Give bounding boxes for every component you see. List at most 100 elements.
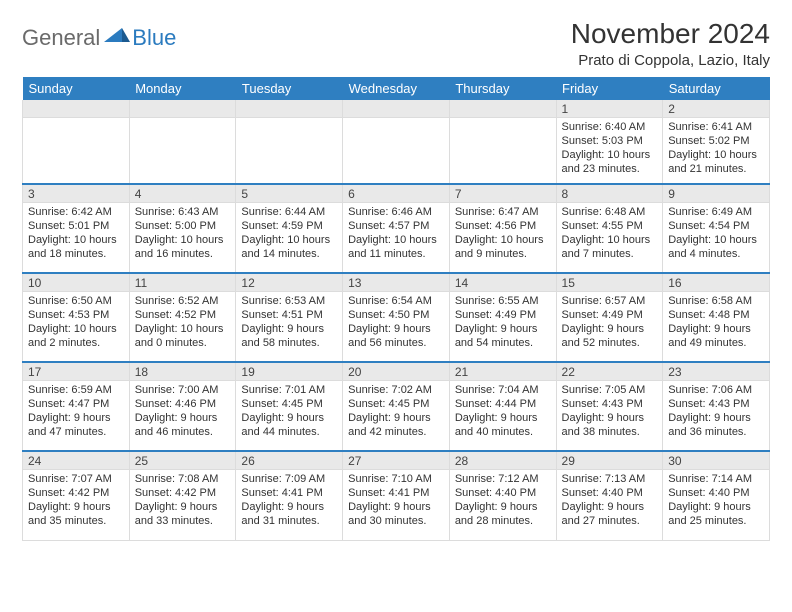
day-details: Sunrise: 7:00 AMSunset: 4:46 PMDaylight:… bbox=[130, 381, 236, 441]
daylight-text-1: Daylight: 10 hours bbox=[28, 233, 124, 247]
calendar-day-cell: 15Sunrise: 6:57 AMSunset: 4:49 PMDayligh… bbox=[556, 273, 663, 362]
calendar-day-cell: 30Sunrise: 7:14 AMSunset: 4:40 PMDayligh… bbox=[663, 451, 770, 540]
calendar-day-cell: 9Sunrise: 6:49 AMSunset: 4:54 PMDaylight… bbox=[663, 184, 770, 273]
sunrise-text: Sunrise: 7:06 AM bbox=[668, 383, 764, 397]
sunrise-text: Sunrise: 7:08 AM bbox=[135, 472, 231, 486]
header: General Blue November 2024 Prato di Copp… bbox=[22, 18, 770, 69]
day-number: 27 bbox=[343, 452, 449, 470]
daylight-text-2: and 28 minutes. bbox=[455, 514, 551, 528]
calendar-day-cell: 29Sunrise: 7:13 AMSunset: 4:40 PMDayligh… bbox=[556, 451, 663, 540]
sunset-text: Sunset: 4:57 PM bbox=[348, 219, 444, 233]
day-details: Sunrise: 7:13 AMSunset: 4:40 PMDaylight:… bbox=[557, 470, 663, 530]
day-details: Sunrise: 6:44 AMSunset: 4:59 PMDaylight:… bbox=[236, 203, 342, 263]
daylight-text-1: Daylight: 9 hours bbox=[455, 322, 551, 336]
sunrise-text: Sunrise: 7:01 AM bbox=[241, 383, 337, 397]
sunset-text: Sunset: 4:40 PM bbox=[668, 486, 764, 500]
daylight-text-1: Daylight: 10 hours bbox=[135, 322, 231, 336]
daylight-text-1: Daylight: 9 hours bbox=[668, 411, 764, 425]
day-number: 7 bbox=[450, 185, 556, 203]
calendar-empty-cell bbox=[449, 100, 556, 184]
calendar-week-row: 1Sunrise: 6:40 AMSunset: 5:03 PMDaylight… bbox=[23, 100, 770, 184]
sunset-text: Sunset: 4:46 PM bbox=[135, 397, 231, 411]
sunset-text: Sunset: 4:45 PM bbox=[348, 397, 444, 411]
sunset-text: Sunset: 4:59 PM bbox=[241, 219, 337, 233]
sunrise-text: Sunrise: 6:47 AM bbox=[455, 205, 551, 219]
sunset-text: Sunset: 5:01 PM bbox=[28, 219, 124, 233]
sunset-text: Sunset: 4:47 PM bbox=[28, 397, 124, 411]
calendar-day-cell: 16Sunrise: 6:58 AMSunset: 4:48 PMDayligh… bbox=[663, 273, 770, 362]
weekday-header: Wednesday bbox=[343, 77, 450, 100]
daylight-text-1: Daylight: 9 hours bbox=[241, 500, 337, 514]
daylight-text-2: and 2 minutes. bbox=[28, 336, 124, 350]
day-number: 23 bbox=[663, 363, 769, 381]
logo-triangle-icon bbox=[104, 24, 130, 47]
daylight-text-1: Daylight: 10 hours bbox=[668, 148, 764, 162]
day-details: Sunrise: 6:48 AMSunset: 4:55 PMDaylight:… bbox=[557, 203, 663, 263]
sunset-text: Sunset: 4:43 PM bbox=[668, 397, 764, 411]
daylight-text-2: and 40 minutes. bbox=[455, 425, 551, 439]
logo-text-general: General bbox=[22, 25, 100, 51]
sunrise-text: Sunrise: 6:55 AM bbox=[455, 294, 551, 308]
day-number: 18 bbox=[130, 363, 236, 381]
calendar-empty-cell bbox=[129, 100, 236, 184]
day-number: 5 bbox=[236, 185, 342, 203]
daylight-text-1: Daylight: 9 hours bbox=[455, 500, 551, 514]
day-number: 14 bbox=[450, 274, 556, 292]
daylight-text-2: and 38 minutes. bbox=[562, 425, 658, 439]
day-details: Sunrise: 7:01 AMSunset: 4:45 PMDaylight:… bbox=[236, 381, 342, 441]
logo: General Blue bbox=[22, 24, 176, 52]
daylight-text-1: Daylight: 9 hours bbox=[348, 322, 444, 336]
daylight-text-1: Daylight: 9 hours bbox=[241, 411, 337, 425]
calendar-day-cell: 5Sunrise: 6:44 AMSunset: 4:59 PMDaylight… bbox=[236, 184, 343, 273]
daylight-text-2: and 30 minutes. bbox=[348, 514, 444, 528]
title-block: November 2024 Prato di Coppola, Lazio, I… bbox=[571, 18, 770, 69]
daylight-text-1: Daylight: 9 hours bbox=[135, 500, 231, 514]
daylight-text-1: Daylight: 9 hours bbox=[135, 411, 231, 425]
daylight-text-1: Daylight: 9 hours bbox=[455, 411, 551, 425]
calendar-week-row: 10Sunrise: 6:50 AMSunset: 4:53 PMDayligh… bbox=[23, 273, 770, 362]
daylight-text-2: and 42 minutes. bbox=[348, 425, 444, 439]
calendar-week-row: 17Sunrise: 6:59 AMSunset: 4:47 PMDayligh… bbox=[23, 362, 770, 451]
day-details: Sunrise: 6:57 AMSunset: 4:49 PMDaylight:… bbox=[557, 292, 663, 352]
sunset-text: Sunset: 5:02 PM bbox=[668, 134, 764, 148]
calendar-day-cell: 26Sunrise: 7:09 AMSunset: 4:41 PMDayligh… bbox=[236, 451, 343, 540]
day-number bbox=[236, 100, 342, 118]
daylight-text-1: Daylight: 10 hours bbox=[28, 322, 124, 336]
calendar-day-cell: 2Sunrise: 6:41 AMSunset: 5:02 PMDaylight… bbox=[663, 100, 770, 184]
daylight-text-1: Daylight: 9 hours bbox=[668, 322, 764, 336]
calendar-day-cell: 25Sunrise: 7:08 AMSunset: 4:42 PMDayligh… bbox=[129, 451, 236, 540]
location-label: Prato di Coppola, Lazio, Italy bbox=[571, 52, 770, 69]
sunrise-text: Sunrise: 6:54 AM bbox=[348, 294, 444, 308]
sunrise-text: Sunrise: 6:43 AM bbox=[135, 205, 231, 219]
day-number: 16 bbox=[663, 274, 769, 292]
logo-text-blue: Blue bbox=[132, 25, 176, 51]
calendar-table: SundayMondayTuesdayWednesdayThursdayFrid… bbox=[22, 77, 770, 541]
daylight-text-2: and 0 minutes. bbox=[135, 336, 231, 350]
page-title: November 2024 bbox=[571, 18, 770, 50]
daylight-text-2: and 52 minutes. bbox=[562, 336, 658, 350]
calendar-day-cell: 13Sunrise: 6:54 AMSunset: 4:50 PMDayligh… bbox=[343, 273, 450, 362]
sunset-text: Sunset: 4:52 PM bbox=[135, 308, 231, 322]
sunrise-text: Sunrise: 6:49 AM bbox=[668, 205, 764, 219]
sunrise-text: Sunrise: 6:59 AM bbox=[28, 383, 124, 397]
day-number: 24 bbox=[23, 452, 129, 470]
daylight-text-1: Daylight: 9 hours bbox=[28, 500, 124, 514]
calendar-day-cell: 24Sunrise: 7:07 AMSunset: 4:42 PMDayligh… bbox=[23, 451, 130, 540]
daylight-text-2: and 36 minutes. bbox=[668, 425, 764, 439]
sunrise-text: Sunrise: 6:40 AM bbox=[562, 120, 658, 134]
day-details: Sunrise: 7:02 AMSunset: 4:45 PMDaylight:… bbox=[343, 381, 449, 441]
daylight-text-1: Daylight: 9 hours bbox=[668, 500, 764, 514]
sunset-text: Sunset: 4:50 PM bbox=[348, 308, 444, 322]
sunset-text: Sunset: 4:54 PM bbox=[668, 219, 764, 233]
daylight-text-1: Daylight: 10 hours bbox=[135, 233, 231, 247]
day-number: 9 bbox=[663, 185, 769, 203]
calendar-week-row: 24Sunrise: 7:07 AMSunset: 4:42 PMDayligh… bbox=[23, 451, 770, 540]
daylight-text-1: Daylight: 9 hours bbox=[562, 322, 658, 336]
calendar-week-row: 3Sunrise: 6:42 AMSunset: 5:01 PMDaylight… bbox=[23, 184, 770, 273]
daylight-text-2: and 21 minutes. bbox=[668, 162, 764, 176]
calendar-day-cell: 6Sunrise: 6:46 AMSunset: 4:57 PMDaylight… bbox=[343, 184, 450, 273]
sunset-text: Sunset: 4:53 PM bbox=[28, 308, 124, 322]
daylight-text-1: Daylight: 10 hours bbox=[348, 233, 444, 247]
day-number: 22 bbox=[557, 363, 663, 381]
calendar-day-cell: 18Sunrise: 7:00 AMSunset: 4:46 PMDayligh… bbox=[129, 362, 236, 451]
